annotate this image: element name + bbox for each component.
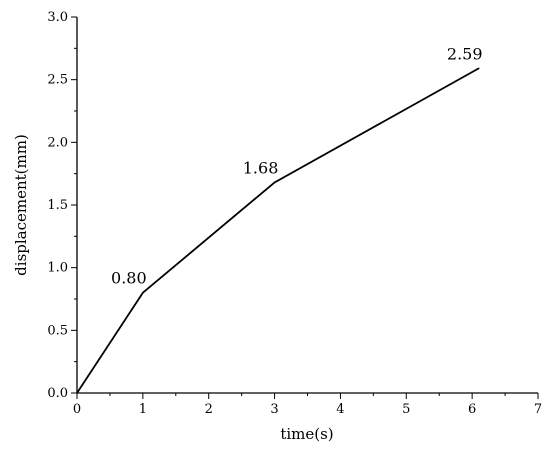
tick-labels: 0 1 2 3 4 5 6 7 0.0 0.5 1.0 1.5 2.0 2.5 3.0 (47, 10, 542, 417)
y-axis-title: displacement(mm) (12, 134, 30, 276)
data-label: 2.59 (447, 44, 483, 63)
x-tick-label: 7 (534, 402, 542, 417)
x-tick-label: 5 (402, 402, 410, 417)
x-axis-title: time(s) (280, 425, 333, 443)
data-point (273, 181, 276, 184)
series-line (76, 67, 480, 394)
x-tick-label: 6 (468, 402, 476, 417)
data-label: 0.80 (111, 269, 147, 288)
ticks (71, 16, 539, 399)
x-tick-label: 4 (336, 402, 344, 417)
data-labels: 0.80 1.68 2.59 (111, 44, 482, 287)
x-tick-label: 2 (205, 402, 213, 417)
y-tick-label: 0.5 (47, 323, 68, 338)
x-tick-label: 1 (139, 402, 147, 417)
y-tick-label: 3.0 (47, 10, 68, 25)
x-tick-label: 3 (270, 402, 278, 417)
x-tick-label: 0 (73, 402, 81, 417)
y-tick-label: 1.5 (47, 198, 68, 213)
data-point (76, 392, 78, 394)
y-tick-label: 0.0 (47, 386, 68, 401)
data-point (477, 67, 480, 70)
series (76, 67, 480, 394)
y-tick-label: 1.0 (47, 261, 68, 276)
y-tick-label: 2.0 (47, 135, 68, 150)
data-label: 1.68 (243, 158, 279, 177)
y-tick-label: 2.5 (47, 73, 68, 88)
data-point (142, 291, 144, 294)
